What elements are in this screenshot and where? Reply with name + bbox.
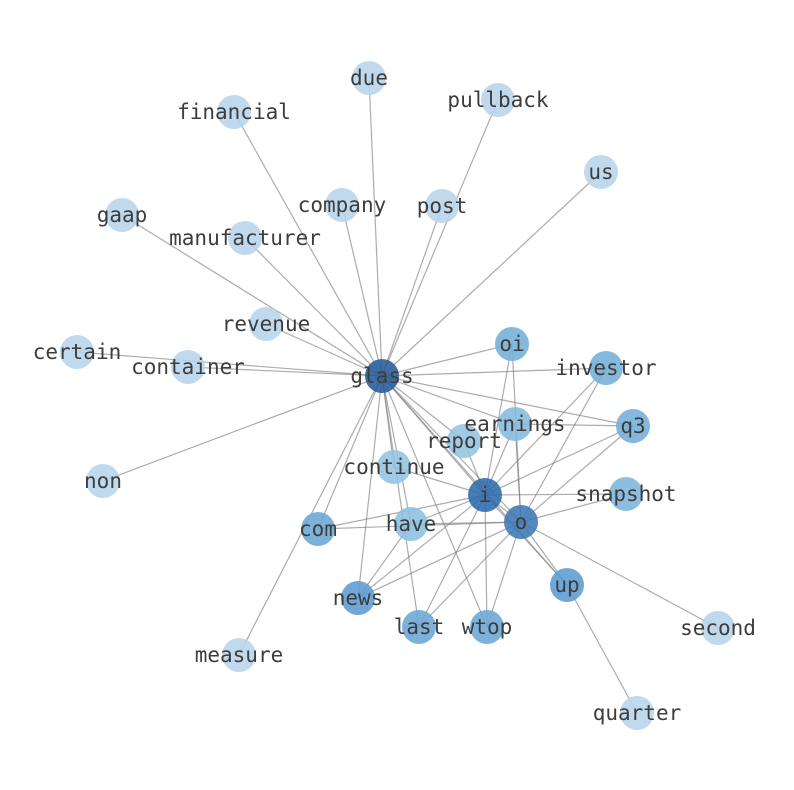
graph-edge-glass-revenue: [265, 323, 383, 377]
graph-node-post: [425, 189, 459, 223]
graph-edge-glass-last: [381, 375, 420, 628]
graph-node-investor: [589, 351, 623, 385]
graph-node-revenue: [249, 307, 283, 341]
graph-edge-glass-container: [187, 366, 383, 377]
graph-node-q3: [616, 409, 650, 443]
graph-edge-glass-manufacturer: [244, 237, 383, 377]
graph-edge-i-snapshot: [484, 493, 627, 496]
graph-edge-glass-q3: [381, 375, 634, 427]
graph-edge-i-news: [357, 494, 486, 599]
graph-node-us: [584, 155, 618, 189]
graph-node-non: [86, 464, 120, 498]
graph-edge-i-investor: [484, 367, 607, 496]
graph-edge-glass-company: [341, 204, 383, 377]
graph-edge-glass-gaap: [121, 214, 383, 377]
graph-node-due: [352, 61, 386, 95]
graph-node-oi: [495, 327, 529, 361]
graph-edge-i-oi: [484, 343, 513, 496]
graph-edge-o-snapshot: [520, 493, 627, 523]
graph-node-last: [402, 610, 436, 644]
graph-node-snapshot: [609, 477, 643, 511]
graph-node-manufacturer: [228, 221, 262, 255]
graph-node-com: [301, 512, 335, 546]
graph-edge-i-up: [484, 494, 568, 586]
graph-edge-o-second: [520, 521, 719, 629]
graph-edge-glass-post: [381, 205, 443, 377]
graph-edge-glass-due: [368, 77, 383, 377]
edges-layer: [76, 77, 719, 714]
graph-node-quarter: [620, 696, 654, 730]
graph-edge-glass-non: [102, 375, 383, 482]
graph-node-continue: [377, 450, 411, 484]
graph-edge-glass-have: [381, 375, 412, 525]
graph-edge-glass-earnings: [381, 375, 516, 425]
graph-edge-o-news: [357, 521, 522, 599]
graph-edge-glass-investor: [381, 367, 607, 377]
graph-edge-o-investor: [520, 367, 607, 523]
graph-edge-glass-oi: [381, 343, 513, 377]
graph-node-gaap: [105, 198, 139, 232]
graph-edge-glass-up: [381, 375, 568, 586]
graph-edge-o-q3: [520, 425, 634, 523]
graph-edge-glass-report: [381, 375, 465, 442]
graph-node-pullback: [481, 83, 515, 117]
graph-node-i: [468, 478, 502, 512]
graph-edge-glass-news: [357, 375, 383, 599]
graph-node-financial: [217, 95, 251, 129]
graph-edge-i-last: [418, 494, 486, 628]
graph-node-wtop: [470, 610, 504, 644]
graph-node-second: [701, 611, 735, 645]
graph-node-news: [341, 581, 375, 615]
graph-edge-glass-certain: [76, 351, 383, 377]
graph-edge-i-wtop: [484, 494, 488, 628]
graph-node-company: [325, 188, 359, 222]
graph-node-measure: [222, 638, 256, 672]
graph-node-glass: [365, 359, 399, 393]
graph-edge-glass-wtop: [381, 375, 488, 628]
graph-node-up: [550, 568, 584, 602]
nodes-layer: [60, 61, 735, 730]
graph-edge-glass-financial: [233, 111, 383, 377]
graph-edge-glass-us: [381, 171, 602, 377]
graph-edge-up-quarter: [566, 584, 638, 714]
graph-node-container: [171, 350, 205, 384]
graph-edge-i-q3: [484, 425, 634, 496]
graph-edge-o-last: [418, 521, 522, 628]
graph-edge-glass-com: [317, 375, 383, 530]
graph-node-have: [394, 507, 428, 541]
graph-edge-glass-pullback: [381, 99, 499, 377]
graph-node-earnings: [498, 407, 532, 441]
graph-edge-o-wtop: [486, 521, 522, 628]
graph-node-certain: [60, 335, 94, 369]
graph-edge-earnings-q3: [514, 423, 634, 427]
graph-node-o: [504, 505, 538, 539]
graph-node-report: [447, 424, 481, 458]
